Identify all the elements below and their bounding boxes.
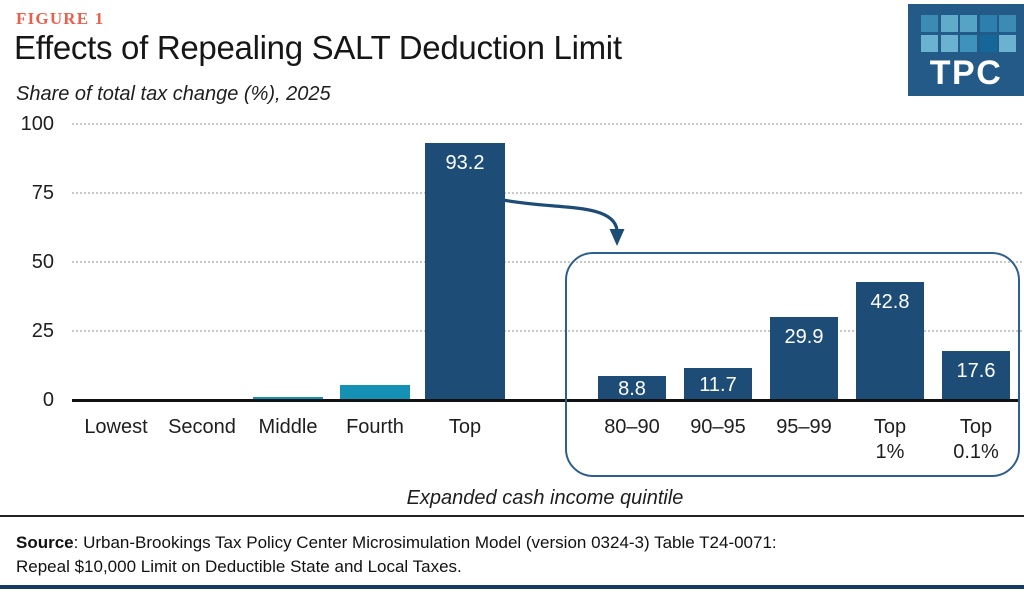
bar-top-0-1: [942, 351, 1010, 400]
xaxis-title: Expanded cash income quintile: [406, 487, 684, 509]
bar-value-label-top-1: 42.8: [870, 291, 910, 313]
logo-square-icon: [940, 15, 958, 32]
source-note: Source: Urban-Brookings Tax Policy Cente…: [16, 531, 816, 579]
page-title: Effects of Repealing SALT Deduction Limi…: [14, 29, 622, 66]
bar-middle: [253, 397, 323, 400]
footer-accent-bar: [0, 585, 1024, 589]
xtick-top-0-1: Top 0.1%: [953, 416, 999, 463]
bar-95-99: [770, 317, 838, 400]
xtick-90-95: 90–95: [690, 416, 746, 438]
ytick-0: 0: [42, 389, 54, 411]
ytick-100: 100: [20, 113, 54, 135]
logo-square-icon: [999, 15, 1016, 32]
bar-top: [425, 143, 505, 400]
figure-number-label: FIGURE 1: [16, 9, 105, 28]
xtick-top-1: Top 1%: [873, 416, 907, 463]
gridline-75: [72, 192, 1022, 194]
xtick-80-90: 80–90: [604, 416, 660, 438]
xtick-second: Second: [168, 416, 236, 438]
ytick-50: 50: [31, 251, 54, 273]
gridline-50: [72, 261, 1022, 263]
tpc-logo: TPC: [908, 4, 1024, 96]
logo-square-icon: [960, 34, 977, 52]
xtick-lowest: Lowest: [84, 416, 148, 438]
bar-value-label-top-0-1: 17.6: [956, 360, 996, 382]
logo-square-icon: [979, 34, 997, 52]
bar-90-95: [684, 368, 752, 400]
gridline-25: [72, 330, 1022, 332]
bar-value-label-top: 93.2: [445, 152, 485, 174]
xtick-middle: Middle: [258, 416, 318, 438]
bar-value-label-90-95: 11.7: [699, 373, 737, 396]
source-text: : Urban-Brookings Tax Policy Center Micr…: [16, 533, 777, 576]
bar-value-label-80-90: 8.8: [618, 377, 646, 400]
bar-fourth: [340, 385, 410, 400]
logo-square-icon: [921, 15, 938, 32]
gridline-100: [72, 123, 1022, 125]
xtick-95-99: 95–99: [776, 416, 832, 438]
x-axis-line: [72, 399, 1018, 402]
bar-80-90: [598, 376, 666, 400]
callout-arrow-icon: [501, 198, 625, 246]
tpc-logo-text: TPC: [929, 54, 1003, 92]
logo-square-icon: [960, 15, 977, 32]
source-divider-line: [0, 515, 1024, 517]
chart-subtitle-yaxis-units: Share of total tax change (%), 2025: [16, 83, 331, 105]
bar-value-label-95-99: 29.9: [784, 326, 824, 348]
logo-square-icon: [921, 34, 938, 52]
logo-square-icon: [999, 34, 1016, 52]
bar-top-1: [856, 282, 924, 400]
xtick-top: Top: [448, 416, 482, 438]
logo-square-icon: [979, 15, 997, 32]
ytick-75: 75: [31, 182, 54, 204]
ytick-25: 25: [31, 320, 54, 342]
xtick-fourth: Fourth: [346, 416, 404, 438]
source-label: Source: [16, 533, 74, 552]
top-quintile-inset-panel: [565, 252, 1020, 477]
logo-square-icon: [940, 34, 958, 52]
